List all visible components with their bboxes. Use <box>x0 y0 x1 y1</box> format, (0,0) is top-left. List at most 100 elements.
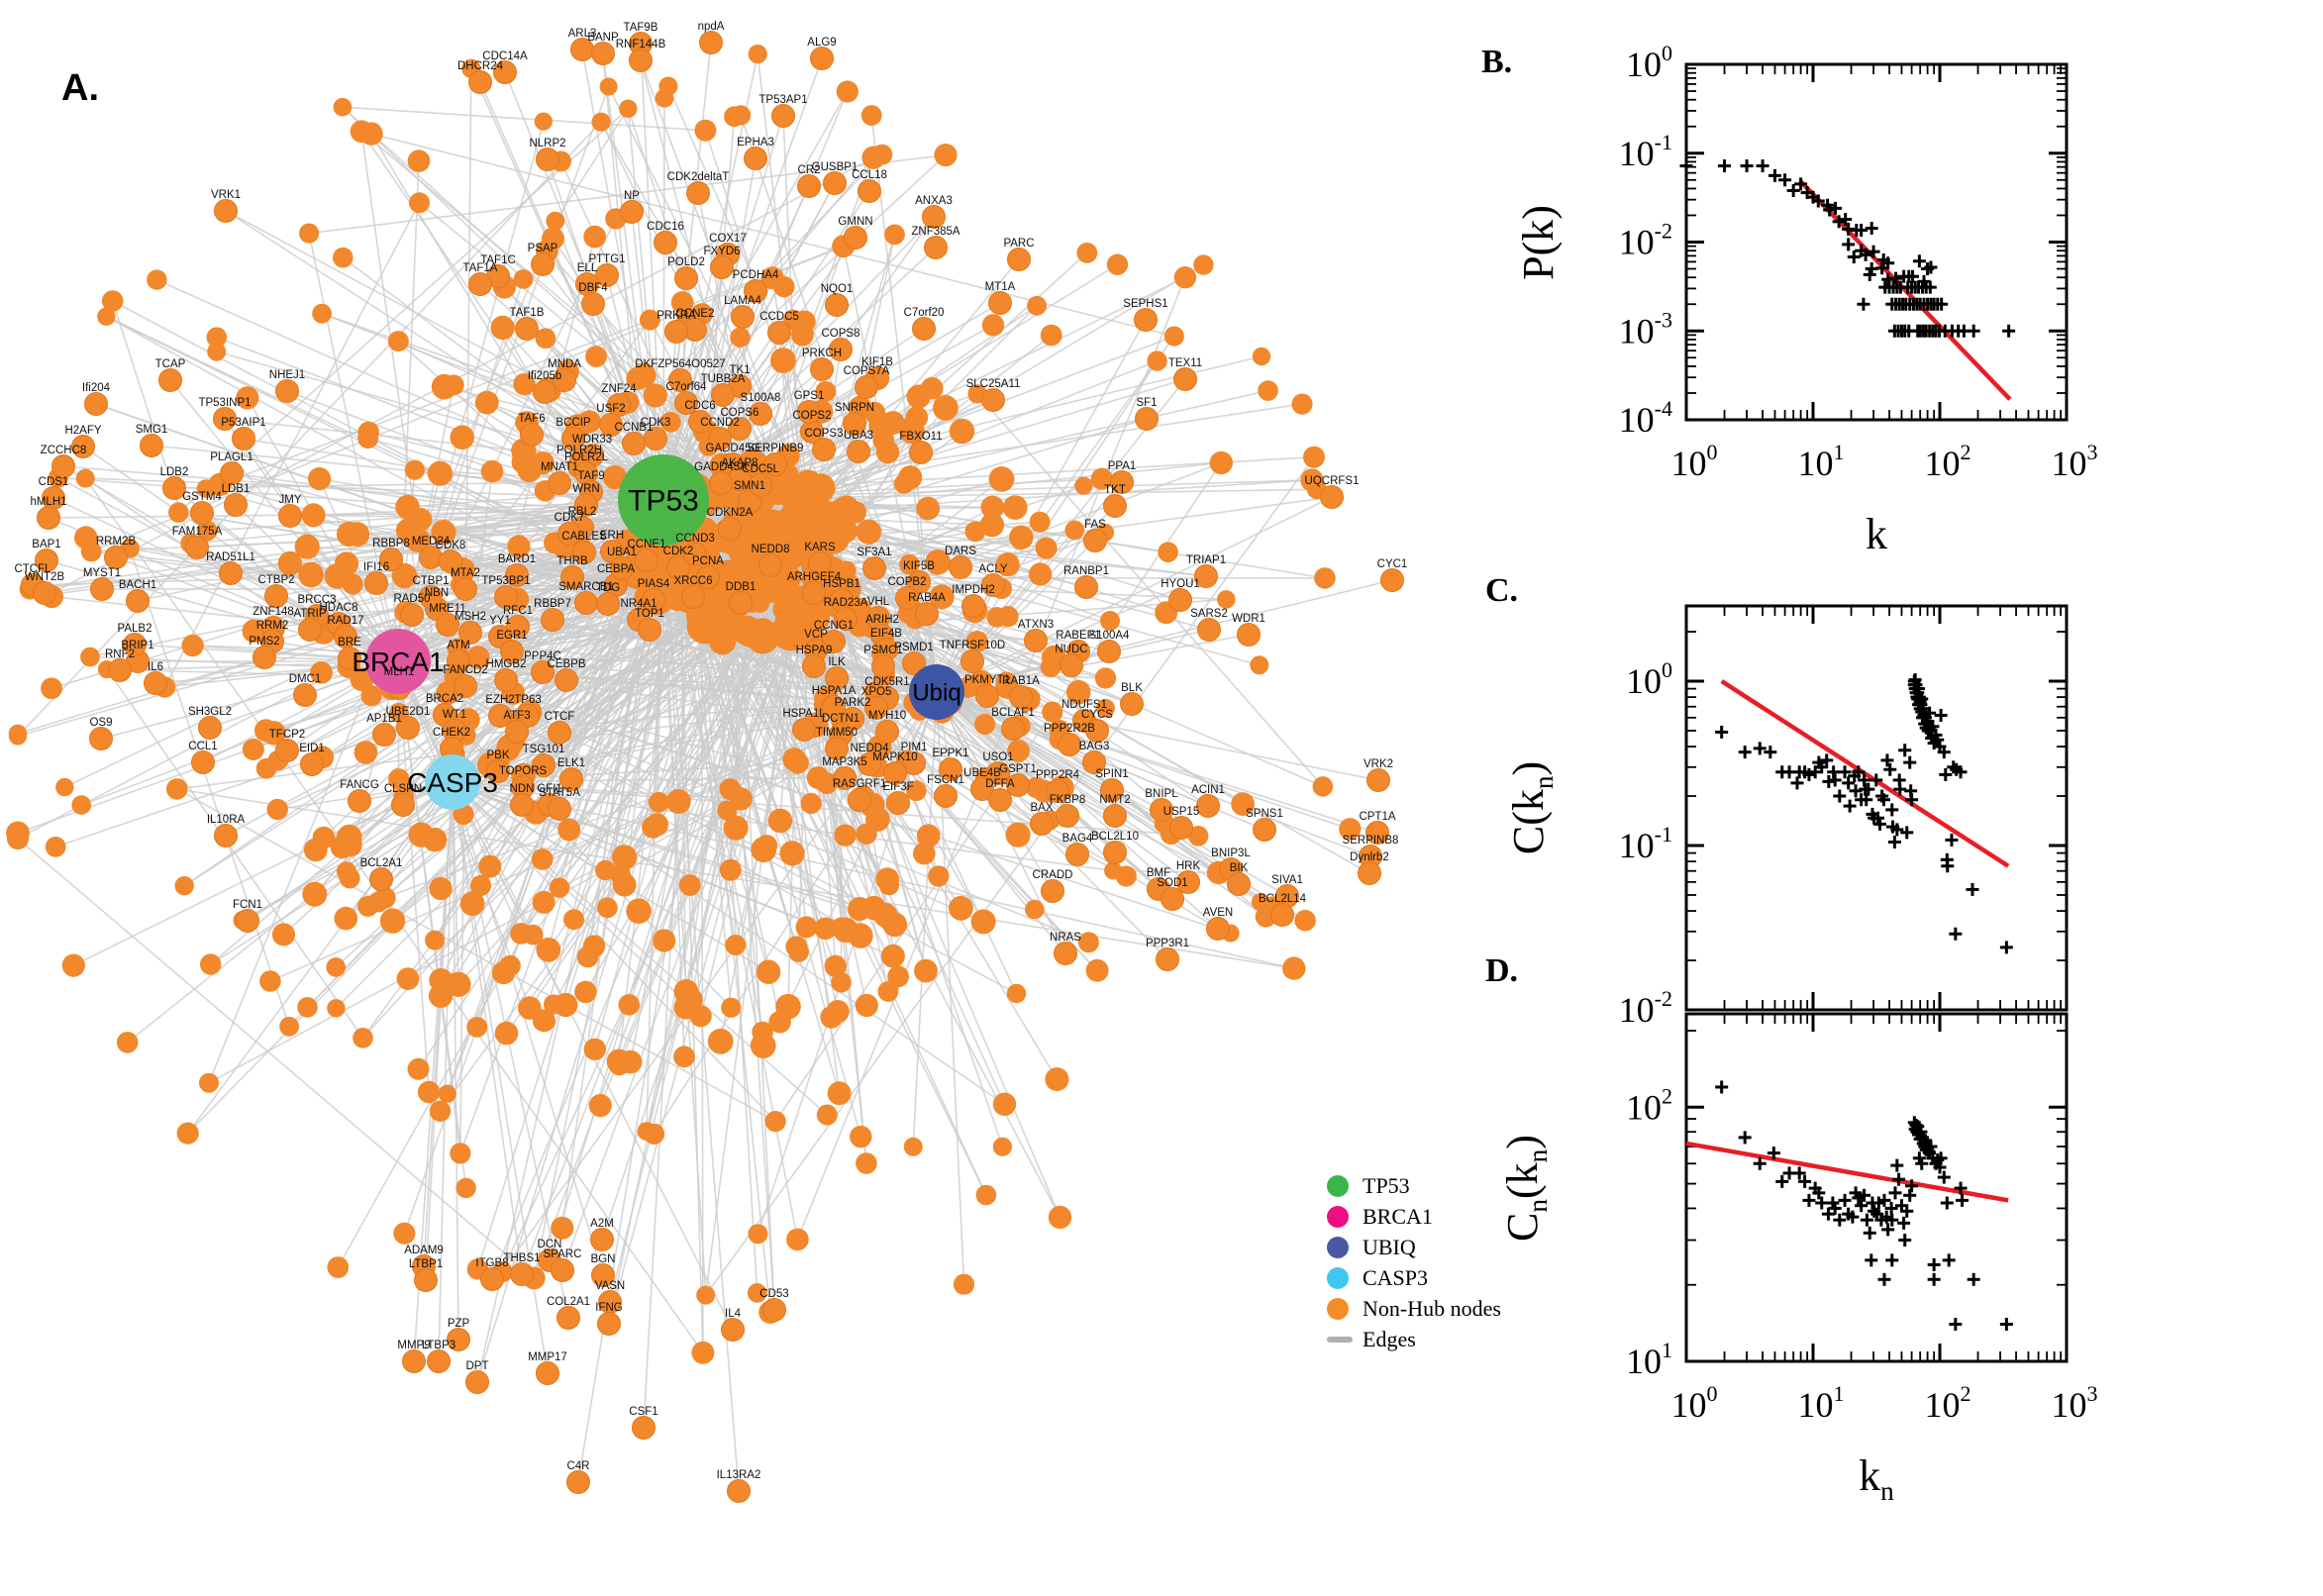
network-node <box>84 392 108 416</box>
network-node <box>802 654 826 678</box>
network-node <box>1206 917 1230 941</box>
network-node <box>581 292 605 316</box>
network-node <box>436 613 459 637</box>
network-node <box>986 761 1010 785</box>
network-node <box>934 784 958 808</box>
network-node <box>744 147 767 170</box>
network-node <box>500 640 524 663</box>
hub-nodes-layer <box>365 454 964 810</box>
network-node <box>557 522 581 546</box>
network-node <box>1058 733 1081 756</box>
network-node <box>419 585 443 609</box>
legend-label: TP53 <box>1363 1172 1410 1198</box>
network-node <box>1358 861 1381 885</box>
network-node <box>427 1349 451 1373</box>
network-node <box>596 592 620 616</box>
network-node <box>895 586 919 610</box>
network-node <box>749 402 772 426</box>
y-tick-label: 10-1 <box>1619 130 1672 173</box>
network-node <box>1227 872 1251 896</box>
network-node <box>104 546 128 569</box>
network-node <box>1135 407 1159 431</box>
network-node <box>834 607 858 631</box>
network-node <box>674 391 698 415</box>
network-node <box>762 1298 786 1322</box>
network-node <box>696 565 720 589</box>
network-node <box>123 633 147 656</box>
network-node <box>961 594 985 618</box>
network-node <box>402 1349 426 1373</box>
network-node <box>214 824 238 848</box>
x-tick-label: 102 <box>1925 1381 1971 1425</box>
network-node <box>1085 719 1109 743</box>
network-node <box>510 1262 534 1286</box>
hub-label-casp3: CASP3 <box>407 767 498 798</box>
network-node <box>300 752 324 776</box>
network-node <box>1197 618 1221 642</box>
network-node <box>862 556 886 580</box>
network-node <box>767 321 791 345</box>
network-node <box>686 181 710 205</box>
legend-label: UBIQ <box>1363 1234 1416 1259</box>
network-node <box>220 461 244 485</box>
network-node <box>847 440 870 463</box>
network-node <box>1024 629 1048 652</box>
hub-node-brca1 <box>365 629 431 694</box>
network-node <box>825 293 849 317</box>
network-node <box>396 716 420 740</box>
network-node <box>1194 564 1218 588</box>
network-node <box>907 570 931 594</box>
axis-ticks <box>1684 606 2069 1012</box>
network-node <box>902 651 926 675</box>
x-tick-label: 103 <box>2052 440 2098 483</box>
network-node <box>970 777 994 801</box>
network-node <box>348 789 371 813</box>
network-node <box>848 788 871 812</box>
legend: TP53 BRCA1 UBIQ CASP3 Non-Hub nodes Edge… <box>1327 1170 1545 1354</box>
axis-ticks <box>1684 1014 2069 1363</box>
panel-label-c: C. <box>1485 572 1519 609</box>
legend-item-brca1: BRCA1 <box>1327 1201 1545 1232</box>
network-node <box>185 536 209 559</box>
network-node <box>915 602 939 626</box>
network-node <box>797 174 821 198</box>
network-node <box>414 1268 438 1292</box>
network-node <box>960 649 984 673</box>
network-node <box>833 766 857 790</box>
network-node <box>654 231 677 254</box>
network-node <box>555 668 578 692</box>
network-node <box>572 541 596 564</box>
network-node <box>902 751 926 775</box>
network-node <box>909 441 933 464</box>
network-node <box>505 563 529 587</box>
legend-label: BRCA1 <box>1363 1203 1433 1229</box>
network-node <box>1103 494 1127 518</box>
network-node <box>505 720 529 744</box>
network-node <box>1103 804 1127 828</box>
legend-label: Edges <box>1363 1326 1416 1351</box>
network-node <box>744 279 767 303</box>
network-node <box>1065 843 1089 866</box>
network-node <box>1156 948 1179 971</box>
network-node <box>566 1470 590 1494</box>
network-node <box>1365 821 1389 845</box>
network-node <box>379 548 403 571</box>
network-node <box>369 867 393 891</box>
network-node <box>590 1228 614 1251</box>
network-node <box>532 753 556 777</box>
network-node <box>844 226 867 249</box>
network-node <box>688 410 712 434</box>
network-node <box>843 412 866 436</box>
network-node <box>829 338 853 361</box>
network-node <box>1320 485 1344 509</box>
x-tick-label: 101 <box>1798 1381 1845 1425</box>
network-node <box>494 585 518 609</box>
network-node <box>924 236 948 259</box>
network-node <box>465 1370 489 1394</box>
network-node <box>89 727 113 750</box>
legend-item-ubiq: UBIQ <box>1327 1232 1545 1262</box>
network-node <box>664 320 688 344</box>
